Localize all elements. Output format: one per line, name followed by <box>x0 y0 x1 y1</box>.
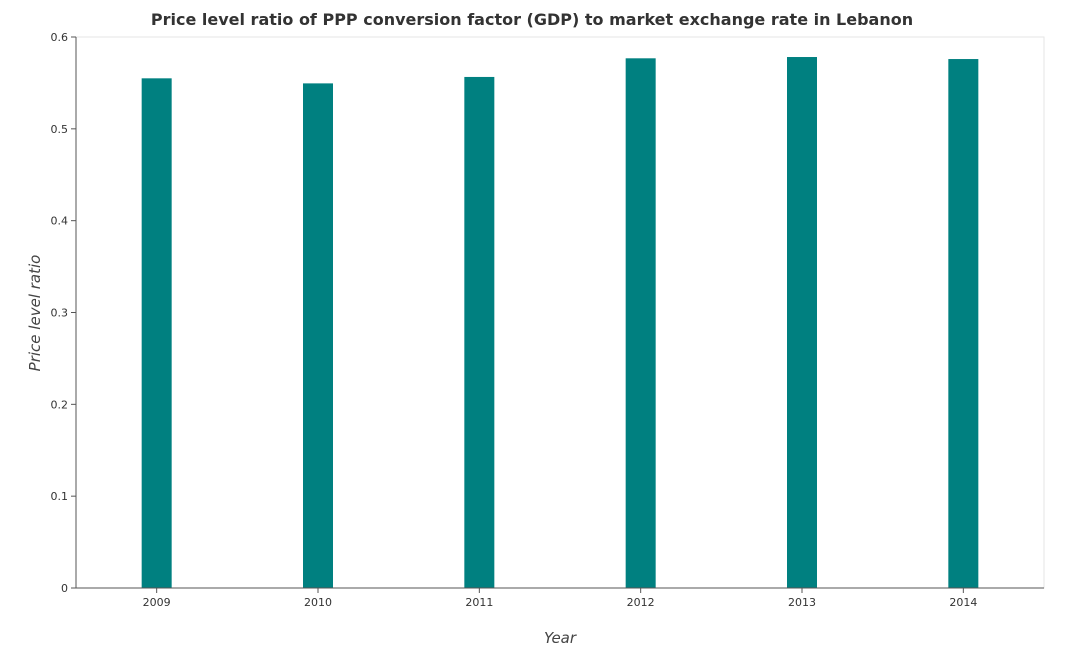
bar-2009 <box>141 78 172 588</box>
x-tick-label: 2014 <box>949 596 977 609</box>
x-tick-label: 2010 <box>304 596 332 609</box>
bar-2010 <box>303 83 333 589</box>
y-tick-label: 0.4 <box>51 215 69 228</box>
x-tick-label: 2012 <box>627 596 655 609</box>
bar-2013 <box>787 57 817 589</box>
y-tick-label: 0.1 <box>51 490 69 503</box>
y-tick-label: 0 <box>61 582 68 595</box>
bar-2011 <box>464 76 495 588</box>
plot-area <box>75 36 1045 589</box>
y-axis-label: Price level ratio <box>26 255 44 372</box>
y-tick-label: 0.3 <box>51 307 69 320</box>
x-tick-label: 2013 <box>788 596 816 609</box>
x-tick-label: 2009 <box>143 596 171 609</box>
x-axis: 2009 2010 2011 2012 2013 2014 <box>76 587 1044 609</box>
y-tick-label: 0.6 <box>51 31 69 44</box>
x-axis-label: Year <box>544 629 577 647</box>
y-tick-label: 0.5 <box>51 123 69 136</box>
y-axis: 0 0.1 0.2 0.3 0.4 0.5 0.6 <box>51 31 77 595</box>
x-tick-label: 2011 <box>465 596 493 609</box>
chart-title: Price level ratio of PPP conversion fact… <box>151 10 913 29</box>
bar-2014 <box>948 59 979 589</box>
bar-2012 <box>625 58 656 588</box>
bars-group <box>141 57 979 589</box>
y-tick-label: 0.2 <box>51 398 69 411</box>
